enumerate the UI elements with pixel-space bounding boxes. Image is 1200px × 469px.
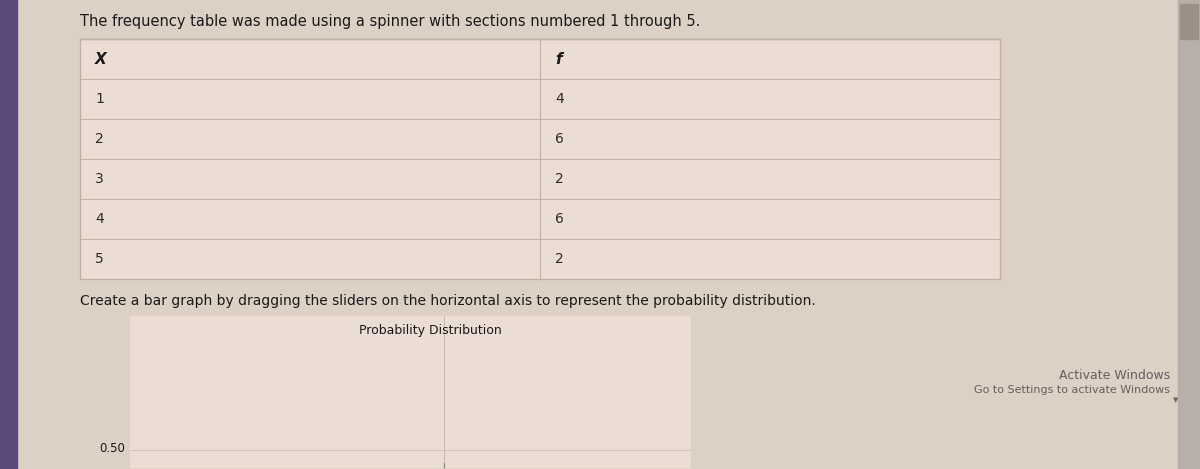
Text: f: f	[554, 52, 562, 67]
Bar	[130, 316, 690, 467]
Text: 4: 4	[95, 212, 103, 226]
Bar	[1180, 4, 1198, 39]
Text: 2: 2	[554, 252, 564, 266]
Text: Probability Distribution: Probability Distribution	[359, 324, 502, 337]
Text: Activate Windows: Activate Windows	[1058, 369, 1170, 382]
Text: X: X	[95, 52, 107, 67]
Text: Create a bar graph by dragging the sliders on the horizontal axis to represent t: Create a bar graph by dragging the slide…	[80, 294, 816, 308]
Text: Go to Settings to activate Windows: Go to Settings to activate Windows	[974, 385, 1170, 395]
Text: 2: 2	[554, 172, 564, 186]
Text: 0.50: 0.50	[100, 442, 125, 455]
Text: 5: 5	[95, 252, 103, 266]
Bar	[0, 0, 17, 469]
Text: The frequency table was made using a spinner with sections numbered 1 through 5.: The frequency table was made using a spi…	[80, 14, 701, 29]
Text: ▼: ▼	[1172, 397, 1178, 403]
Text: 1: 1	[95, 92, 104, 106]
Text: 2: 2	[95, 132, 103, 146]
Text: 6: 6	[554, 132, 564, 146]
Text: 6: 6	[554, 212, 564, 226]
Text: 4: 4	[554, 92, 564, 106]
Bar	[1178, 0, 1200, 469]
Text: 3: 3	[95, 172, 103, 186]
Bar	[80, 39, 1000, 279]
